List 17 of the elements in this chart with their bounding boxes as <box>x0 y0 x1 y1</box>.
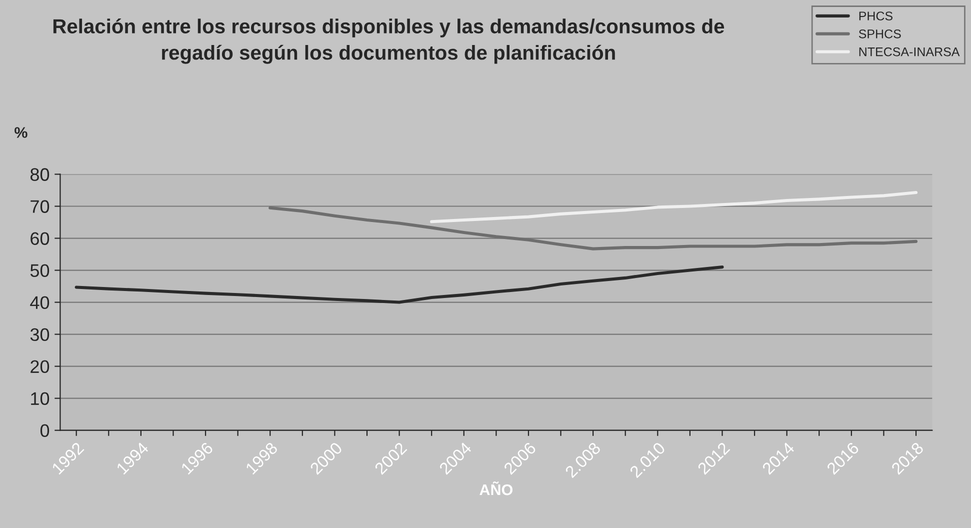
y-tick-label: 40 <box>30 296 50 309</box>
y-tick-label: 0 <box>40 424 50 438</box>
chart-title: Relación entre los recursos disponibles y las demandas/consumos de regadío según los documentos de planificación <box>53 18 724 64</box>
line-series <box>430 190 918 224</box>
y-axis-title: % <box>14 127 28 138</box>
legend-label: NTECSA-INARSA <box>859 47 960 56</box>
legend-label: SPHCS <box>858 29 901 38</box>
line-series <box>74 266 724 304</box>
legend-label: PHCS <box>859 12 892 20</box>
y-tick-label: 10 <box>31 392 50 406</box>
y-tick-label: 20 <box>30 360 50 374</box>
x-axis-title: AÑO <box>480 481 513 496</box>
y-tick-label: 30 <box>30 328 50 342</box>
y-tick-label: 80 <box>30 168 50 181</box>
y-tick-label: 60 <box>30 232 50 245</box>
y-tick-label: 50 <box>30 264 50 277</box>
y-tick-label: 70 <box>30 200 50 213</box>
